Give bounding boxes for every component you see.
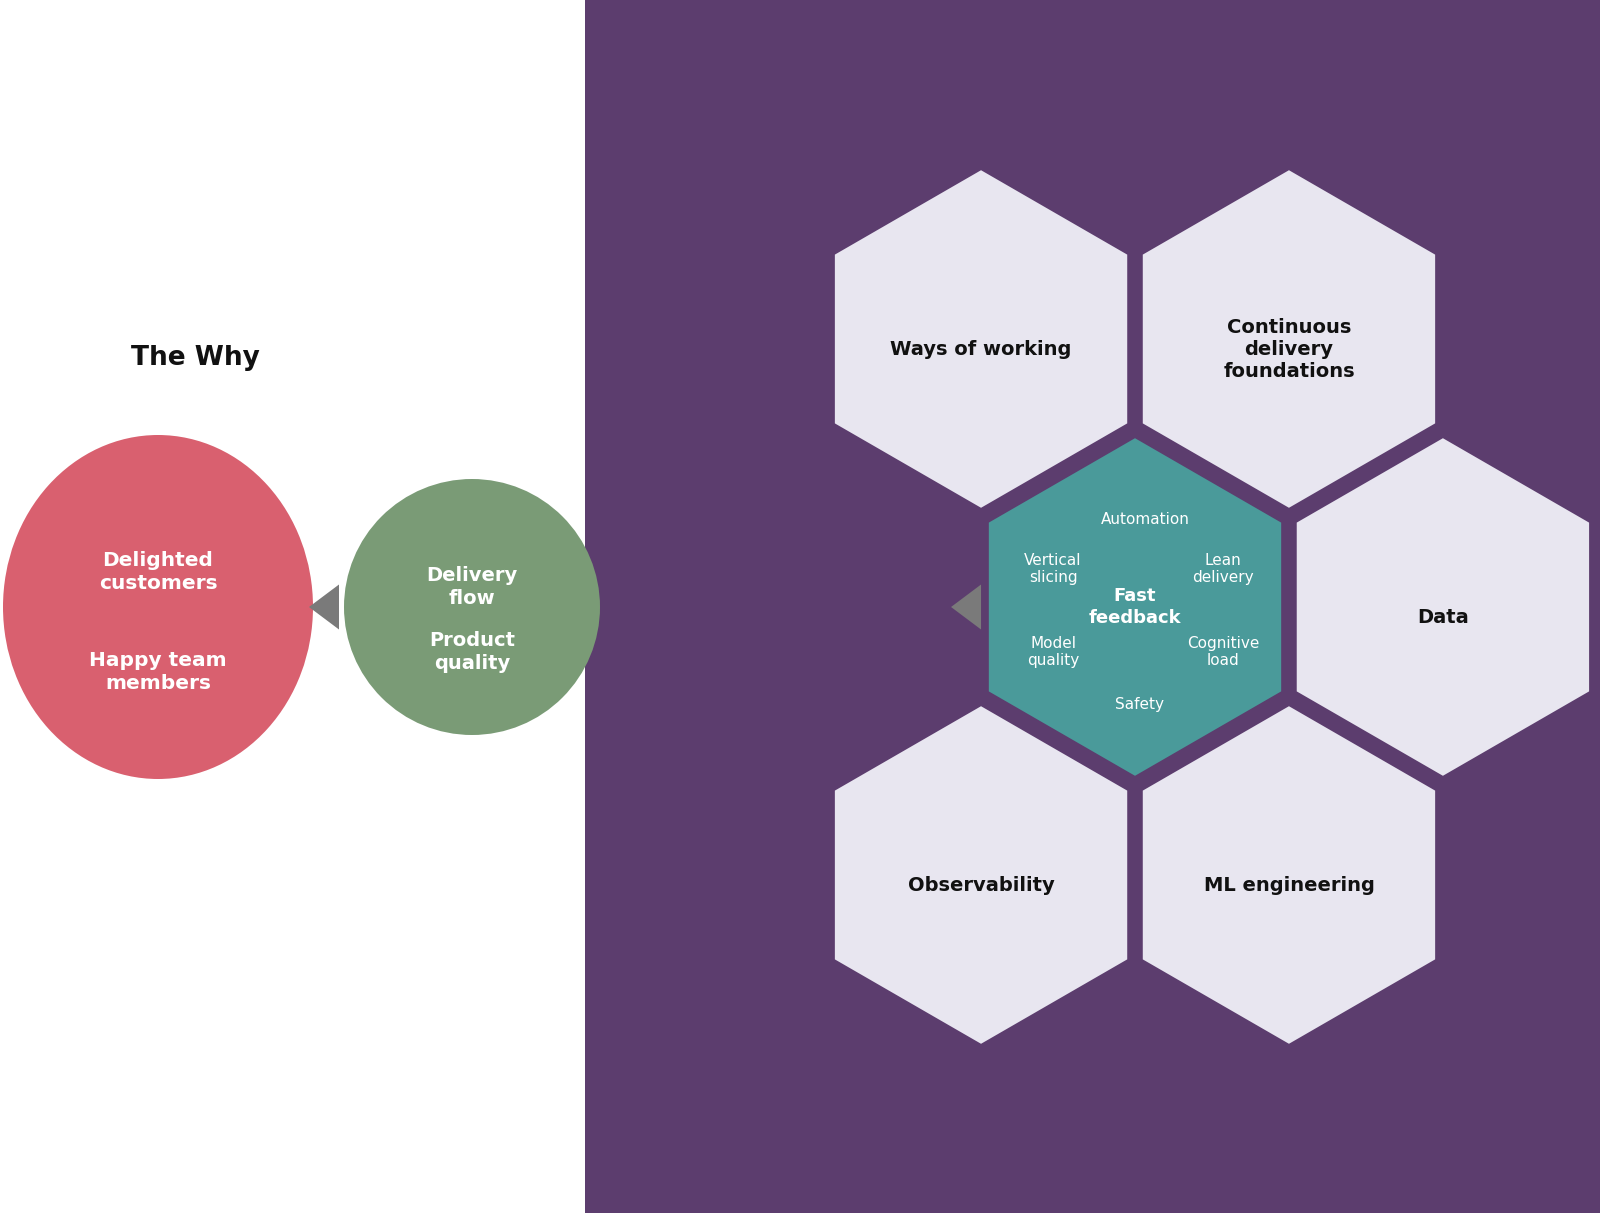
Text: Fast
feedback: Fast feedback [1088,587,1181,627]
Text: Observability: Observability [907,876,1054,894]
Text: The Why: The Why [131,344,259,371]
Text: Cognitive
load: Cognitive load [1187,636,1259,668]
Text: Happy team
members: Happy team members [90,650,227,694]
Text: Automation: Automation [1101,512,1189,526]
Text: ML engineering: ML engineering [1203,876,1374,894]
Text: Delighted
customers: Delighted customers [99,551,218,593]
Bar [586,0,1600,1213]
Text: Continuous
delivery
foundations: Continuous delivery foundations [1222,318,1355,381]
Polygon shape [986,435,1283,779]
Ellipse shape [3,435,314,779]
Text: Delivery
flow: Delivery flow [426,565,518,608]
Polygon shape [1139,704,1438,1047]
Polygon shape [832,167,1130,511]
Ellipse shape [344,479,600,735]
Polygon shape [309,585,339,630]
Text: Ways of working: Ways of working [890,340,1072,359]
Text: Vertical
slicing: Vertical slicing [1024,553,1082,585]
Text: Model
quality: Model quality [1027,636,1078,668]
Polygon shape [1139,167,1438,511]
Polygon shape [1294,435,1592,779]
Polygon shape [950,585,981,630]
Text: Data: Data [1418,608,1469,626]
Polygon shape [832,704,1130,1047]
Text: Product
quality: Product quality [429,631,515,673]
Text: Safety: Safety [1115,697,1165,712]
Text: Lean
delivery: Lean delivery [1192,553,1254,585]
